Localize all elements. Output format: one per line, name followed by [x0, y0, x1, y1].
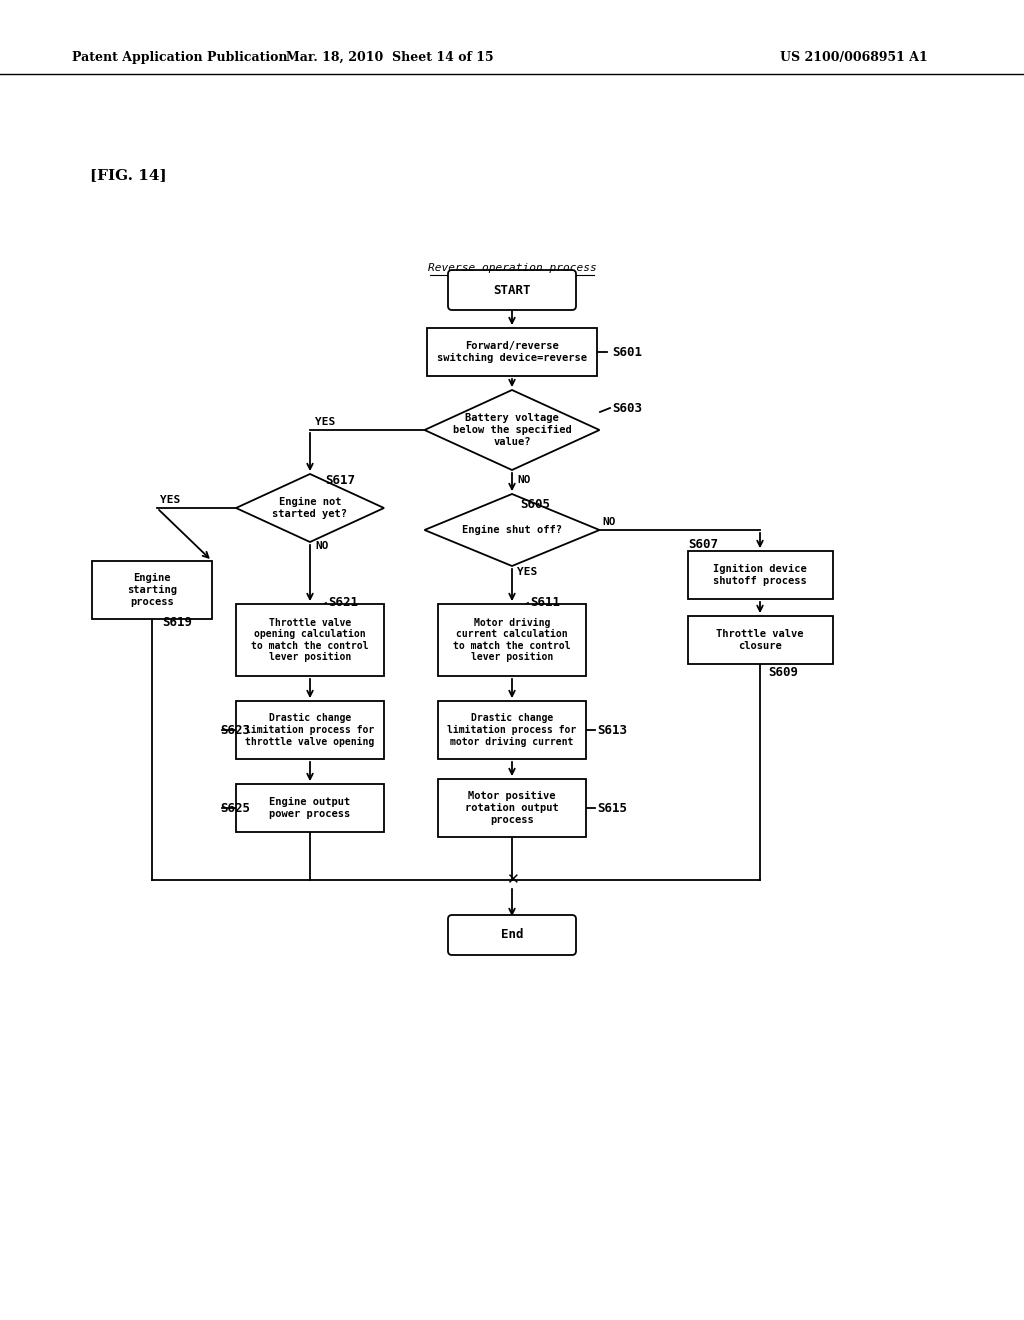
Text: START: START [494, 284, 530, 297]
Bar [236, 784, 384, 832]
Bar [438, 779, 586, 837]
Text: Patent Application Publication: Patent Application Publication [72, 50, 288, 63]
Bar [236, 701, 384, 759]
Text: End: End [501, 928, 523, 941]
Text: S601: S601 [612, 346, 642, 359]
Bar [438, 701, 586, 759]
Text: Ignition device
shutoff process: Ignition device shutoff process [713, 564, 807, 586]
Text: NO: NO [517, 475, 530, 484]
Text: Reverse operation process: Reverse operation process [428, 263, 596, 273]
Text: S621: S621 [328, 595, 358, 609]
Text: S611: S611 [530, 595, 560, 609]
Bar [92, 561, 212, 619]
Text: Motor positive
rotation output
process: Motor positive rotation output process [465, 792, 559, 825]
Text: S605: S605 [520, 498, 550, 511]
Text: S603: S603 [612, 401, 642, 414]
FancyBboxPatch shape [449, 271, 575, 310]
Text: S623: S623 [220, 723, 250, 737]
Text: Engine
starting
process: Engine starting process [127, 573, 177, 607]
Text: [FIG. 14]: [FIG. 14] [90, 168, 167, 182]
Text: YES: YES [315, 417, 335, 426]
Text: S609: S609 [768, 667, 798, 680]
Text: Throttle valve
closure: Throttle valve closure [716, 630, 804, 651]
Text: S617: S617 [325, 474, 355, 487]
Text: Engine not
started yet?: Engine not started yet? [272, 498, 347, 519]
Text: Drastic change
limitation process for
motor driving current: Drastic change limitation process for mo… [447, 713, 577, 747]
Text: Throttle valve
opening calculation
to match the control
lever position: Throttle valve opening calculation to ma… [251, 618, 369, 663]
Polygon shape [425, 494, 599, 566]
Text: NO: NO [602, 517, 615, 527]
Text: Engine output
power process: Engine output power process [269, 797, 350, 818]
Text: S615: S615 [597, 801, 627, 814]
Bar [236, 605, 384, 676]
Text: S619: S619 [162, 616, 193, 630]
Text: Engine shut off?: Engine shut off? [462, 525, 562, 535]
Text: S625: S625 [220, 801, 250, 814]
Bar [438, 605, 586, 676]
Polygon shape [425, 389, 599, 470]
Bar [687, 550, 833, 599]
Text: Motor driving
current calculation
to match the control
lever position: Motor driving current calculation to mat… [454, 618, 570, 663]
Text: S607: S607 [688, 539, 718, 552]
Text: YES: YES [160, 495, 180, 506]
Text: S613: S613 [597, 723, 627, 737]
Text: YES: YES [517, 568, 538, 577]
Text: Battery voltage
below the specified
value?: Battery voltage below the specified valu… [453, 413, 571, 446]
Text: Mar. 18, 2010  Sheet 14 of 15: Mar. 18, 2010 Sheet 14 of 15 [286, 50, 494, 63]
FancyBboxPatch shape [449, 915, 575, 954]
Text: Drastic change
limitation process for
throttle valve opening: Drastic change limitation process for th… [246, 713, 375, 747]
Text: NO: NO [315, 541, 329, 550]
Text: US 2100/0068951 A1: US 2100/0068951 A1 [780, 50, 928, 63]
Bar [427, 327, 597, 376]
Text: Forward/reverse
switching device=reverse: Forward/reverse switching device=reverse [437, 341, 587, 363]
Polygon shape [236, 474, 384, 543]
Bar [687, 616, 833, 664]
Text: ✕: ✕ [506, 873, 518, 887]
